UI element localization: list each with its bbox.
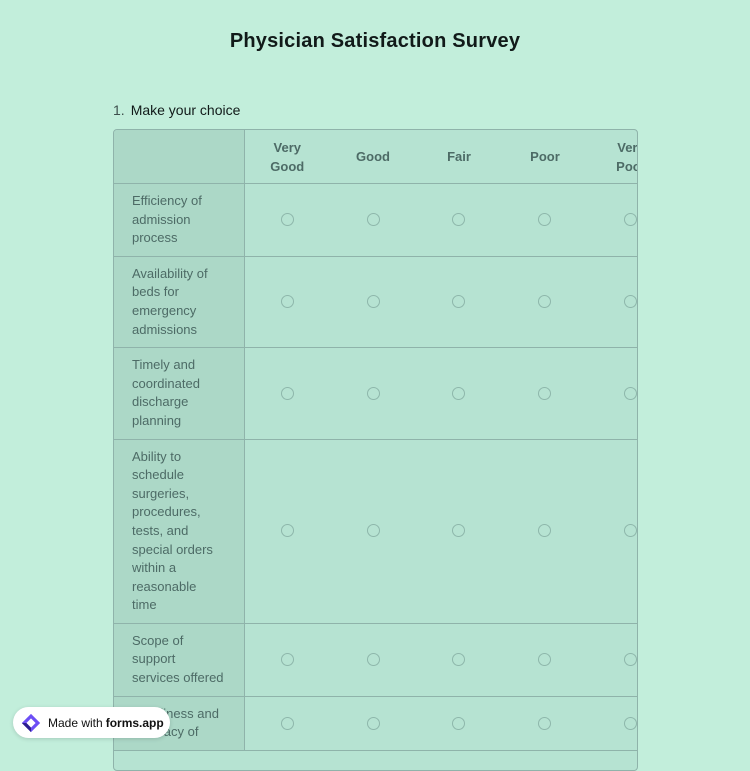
matrix-row: Availability of beds for emergency admis… — [114, 256, 637, 349]
radio-cell — [244, 696, 331, 751]
radio-option-row1-col0[interactable] — [280, 295, 294, 309]
radio-option-row3-col3[interactable] — [538, 524, 552, 538]
radio-option-row0-col0[interactable] — [280, 213, 294, 227]
radio-cell — [330, 256, 416, 349]
column-header-2: Fair — [416, 130, 502, 184]
radio-option-row5-col4[interactable] — [624, 716, 637, 730]
radio-cell — [244, 347, 331, 440]
radio-option-row2-col1[interactable] — [366, 386, 380, 400]
radio-option-row0-col3[interactable] — [538, 213, 552, 227]
matrix-row: Timeliness and accuracy of — [114, 696, 637, 751]
radio-option-row2-col3[interactable] — [538, 386, 552, 400]
radio-option-row5-col0[interactable] — [280, 716, 294, 730]
radio-cell — [587, 183, 637, 257]
column-header-label: Fair — [447, 149, 471, 164]
badge-made-with-text: Made with — [48, 715, 103, 730]
row-label-cell: Ability to schedule surgeries, procedure… — [114, 439, 245, 624]
radio-option-row1-col2[interactable] — [452, 295, 466, 309]
radio-cell — [501, 696, 588, 751]
row-label-cell: Availability of beds for emergency admis… — [114, 256, 245, 349]
forms-app-logo-icon — [21, 713, 41, 732]
radio-option-row2-col0[interactable] — [280, 386, 294, 400]
column-header-label: Good — [356, 149, 390, 164]
radio-cell — [416, 183, 502, 257]
row-label: Availability of beds for emergency admis… — [132, 265, 208, 337]
column-header-label: Very Poor — [616, 139, 638, 174]
row-label-cell: Efficiency of admission process — [114, 183, 245, 257]
column-header-3: Poor — [501, 130, 588, 184]
radio-cell — [416, 256, 502, 349]
matrix-row: Timely and coordinated discharge plannin… — [114, 347, 637, 440]
radio-option-row0-col4[interactable] — [624, 213, 637, 227]
radio-cell — [330, 347, 416, 440]
radio-option-row4-col1[interactable] — [366, 653, 380, 667]
radio-cell — [501, 439, 588, 624]
radio-cell — [244, 183, 331, 257]
radio-option-row5-col3[interactable] — [538, 716, 552, 730]
badge-brand-text: forms.app — [105, 715, 164, 730]
radio-option-row2-col4[interactable] — [624, 386, 637, 400]
column-header-4: Very Poor — [587, 130, 638, 184]
radio-option-row3-col1[interactable] — [366, 524, 380, 538]
radio-cell — [330, 623, 416, 697]
radio-cell — [330, 439, 416, 624]
radio-cell — [501, 183, 588, 257]
radio-cell — [330, 696, 416, 751]
radio-option-row0-col2[interactable] — [452, 213, 466, 227]
column-header-1: Good — [330, 130, 416, 184]
radio-cell — [501, 623, 588, 697]
question-number: 1. — [113, 102, 125, 118]
question-text: Make your choice — [130, 102, 241, 118]
radio-cell — [587, 696, 637, 751]
radio-cell — [244, 439, 331, 624]
matrix-corner-cell — [114, 130, 245, 184]
matrix-body: Efficiency of admission process Availabil… — [114, 183, 637, 751]
radio-cell — [416, 347, 502, 440]
radio-option-row4-col4[interactable] — [624, 653, 637, 667]
radio-option-row4-col3[interactable] — [538, 653, 552, 667]
radio-cell — [416, 439, 502, 624]
radio-option-row4-col0[interactable] — [280, 653, 294, 667]
row-label-cell: Scope of support services offered — [114, 623, 245, 697]
radio-cell — [244, 623, 331, 697]
radio-option-row0-col1[interactable] — [366, 213, 380, 227]
row-label: Timely and coordinated discharge plannin… — [132, 357, 200, 428]
matrix-row: Ability to schedule surgeries, procedure… — [114, 439, 637, 624]
radio-option-row1-col3[interactable] — [538, 295, 552, 309]
made-with-forms-app-badge[interactable]: Made with forms.app — [13, 707, 170, 738]
radio-cell — [416, 696, 502, 751]
row-label-cell: Timely and coordinated discharge plannin… — [114, 347, 245, 440]
row-label: Scope of support services offered — [132, 632, 224, 686]
radio-option-row3-col0[interactable] — [280, 524, 294, 538]
column-header-label: Very Good — [270, 139, 305, 174]
radio-cell — [501, 347, 588, 440]
matrix-table: Very Good Good Fair Poor Very Poor Efficienc… — [114, 130, 638, 751]
radio-option-row1-col4[interactable] — [624, 295, 637, 309]
radio-cell — [587, 256, 637, 349]
matrix-header-row: Very Good Good Fair Poor Very Poor — [114, 130, 638, 184]
radio-option-row5-col2[interactable] — [452, 716, 466, 730]
radio-cell — [330, 183, 416, 257]
question-heading: 1. Make your choice — [113, 102, 240, 118]
radio-cell — [416, 623, 502, 697]
page-title: Physician Satisfaction Survey — [229, 30, 521, 52]
column-header-0: Very Good — [244, 130, 331, 184]
radio-cell — [587, 623, 637, 697]
radio-option-row1-col1[interactable] — [366, 295, 380, 309]
radio-cell — [587, 347, 637, 440]
matrix-row: Scope of support services offered — [114, 623, 637, 697]
matrix-row: Efficiency of admission process — [114, 183, 637, 257]
radio-cell — [244, 256, 331, 349]
radio-option-row3-col4[interactable] — [624, 524, 637, 538]
radio-cell — [587, 439, 637, 624]
column-header-label: Poor — [530, 149, 560, 164]
radio-cell — [501, 256, 588, 349]
radio-option-row5-col1[interactable] — [366, 716, 380, 730]
choice-matrix: Very Good Good Fair Poor Very Poor Efficienc… — [113, 129, 638, 771]
radio-option-row4-col2[interactable] — [452, 653, 466, 667]
row-label: Efficiency of admission process — [132, 193, 202, 246]
row-label: Ability to schedule surgeries, procedure… — [132, 448, 213, 613]
radio-option-row2-col2[interactable] — [452, 386, 466, 400]
radio-option-row3-col2[interactable] — [452, 524, 466, 538]
